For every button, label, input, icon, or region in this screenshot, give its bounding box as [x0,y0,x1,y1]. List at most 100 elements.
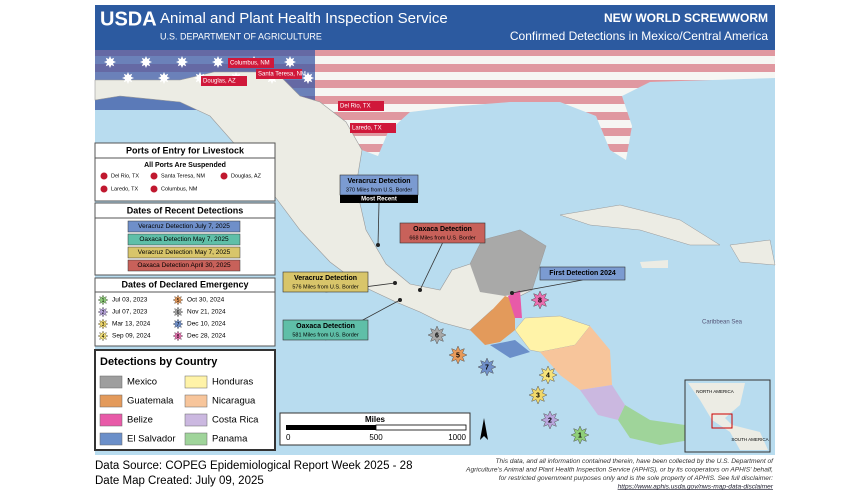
callout-title: Veracruz Detection [294,275,357,282]
port-name: Del Rio, TX [111,173,139,179]
map-emergency-star [448,345,468,365]
inset-label: SOUTH AMERICA [731,437,768,442]
legend-swatch [99,413,123,427]
map-emergency-star [570,425,590,445]
emergency-number: 4 [102,334,105,340]
map-emergency-star [540,410,560,430]
scale-title: Miles [365,415,386,424]
port-name: Columbus, NM [161,186,198,192]
flag-star [140,56,152,68]
emergency-number: 8 [177,334,180,340]
emergency-star [97,294,109,306]
inset-focus [711,413,733,429]
recent-label: Oaxaca Detection May 7, 2025 [139,236,229,243]
emergency-title: Dates of Declared Emergency [121,279,248,289]
emergency-star [97,306,109,318]
port-marker [100,172,108,180]
scale-tick: 0 [286,433,291,442]
port-name: Laredo, TX [111,186,138,192]
scale-tick: 1000 [448,433,466,442]
recent-label: Oaxaca Detection April 30, 2025 [137,262,231,269]
data-source: Data Source: COPEG Epidemiological Repor… [95,460,412,472]
disclaimer-line: https://www.aphis.usda.gov/nws-map-data-… [618,483,774,490]
map-emergency-star [477,357,497,377]
scale-tick: 500 [369,433,383,442]
port-label-box [338,101,384,111]
callout-box [282,271,369,293]
nicaragua [540,326,612,390]
callout-leader [377,202,380,246]
title: NEW WORLD SCREWWORM [604,11,768,25]
jamaica [640,260,668,268]
recent-swatch [127,220,241,233]
flag-star [284,56,296,68]
map-emergency-star [427,325,447,345]
emergency-date: Mar 13, 2024 [112,321,151,328]
map-emergency-number: 6 [435,332,439,339]
emergency-star [172,330,184,342]
legend-swatch [184,394,208,408]
callout-box [282,319,369,341]
legend-label: Nicaragua [212,396,256,407]
callout-title: Veracruz Detection [347,178,410,185]
ports-note: All Ports Are Suspended [144,162,226,169]
map-emergency-number: 1 [578,432,582,439]
callout-note-box [340,195,418,203]
recent-label: Veracruz Detection May 7, 2025 [138,249,231,256]
logo: USDA [100,8,157,30]
emergency-star [172,306,184,318]
scale-bar [375,424,467,431]
port-label-box [228,58,274,68]
port-marker [150,172,158,180]
flag-star [176,56,188,68]
ports-title: Ports of Entry for Livestock [126,145,245,155]
legend-swatch [184,413,208,427]
port-marker [100,185,108,193]
callout-leader [419,242,443,291]
legend-swatch [99,394,123,408]
north-arrow [480,418,488,440]
map-emergency-number: 4 [546,372,550,379]
port-label-box [201,76,247,86]
recent-label: Veracruz Detection July 7, 2025 [138,223,230,230]
callout-title: Oaxaca Detection [413,226,472,233]
flag-star [104,56,116,68]
flag-star [302,72,314,84]
agency: Animal and Plant Health Inspection Servi… [160,10,448,27]
emergency-number: 5 [177,298,180,304]
legend-swatch [99,432,123,446]
el-salvador [490,340,530,358]
callout-title: Oaxaca Detection [296,323,355,330]
port-label-box [256,69,302,79]
callout-leader [511,279,583,294]
map-emergency-number: 5 [456,352,460,359]
map-emergency-star [530,290,550,310]
date-created: Date Map Created: July 09, 2025 [95,475,264,487]
legend-label: Belize [127,415,153,426]
legend-label: Honduras [212,377,253,388]
emergency-number: 6 [177,310,180,316]
callout-title: First Detection 2024 [549,270,616,277]
sea-label: Caribbean Sea [702,320,743,326]
flag-star [212,56,224,68]
legend-label: El Salvador [127,434,176,445]
detection-point [393,281,397,285]
callout-detail: 581 Miles from U.S. Border [292,332,358,338]
port-label: Del Rio, TX [340,104,371,110]
disclaimer-line: for restricted government purposes only … [499,475,773,482]
emergency-date: Oct 30, 2024 [187,297,225,304]
legend-label: Costa Rica [212,415,259,426]
map-emergency-number: 7 [485,364,489,371]
inset-label: NORTH AMERICA [696,389,733,394]
scale-bar [286,425,376,430]
panama [618,405,690,445]
flag-star [122,72,134,84]
department: U.S. DEPARTMENT OF AGRICULTURE [160,31,322,41]
map-emergency-star [538,365,558,385]
emergency-date: Jul 03, 2023 [112,297,148,304]
legend-swatch [184,432,208,446]
emergency-date: Jul 07, 2023 [112,309,148,316]
emergency-star [97,330,109,342]
detection-point [376,243,380,247]
